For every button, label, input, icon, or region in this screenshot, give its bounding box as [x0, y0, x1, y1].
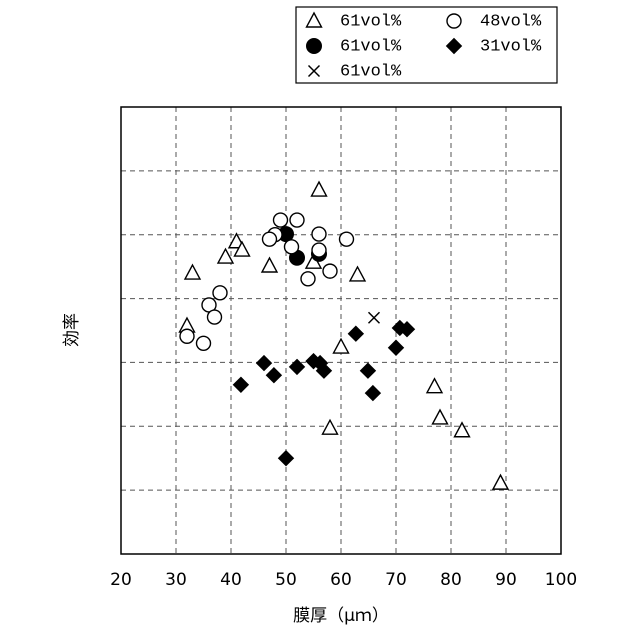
data-point: [263, 232, 277, 246]
data-point: [348, 326, 363, 341]
data-point: [312, 227, 326, 241]
data-point: [257, 356, 272, 371]
x-tick-label: 100: [545, 570, 577, 590]
data-point: [323, 420, 338, 434]
chart: 膜厚（μｍ） 効率 20 30 40 50 60 70 80 90 100 61vol% 61vol…: [0, 0, 640, 640]
data-point: [266, 368, 281, 383]
data-point: [427, 379, 442, 393]
legend-marker: [307, 39, 322, 54]
x-tick-label: 70: [385, 570, 407, 590]
data-point: [455, 423, 470, 437]
data-point: [340, 232, 354, 246]
data-point: [290, 359, 305, 374]
legend-marker: [447, 14, 461, 28]
data-point: [323, 264, 337, 278]
data-point: [233, 377, 248, 392]
data-point: [285, 240, 299, 254]
data-point: [262, 258, 277, 272]
x-tick-label: 60: [330, 570, 352, 590]
x-tick-label: 40: [220, 570, 242, 590]
data-point: [290, 213, 304, 227]
x-tick-label: 50: [275, 570, 297, 590]
x-tick-label: 90: [495, 570, 517, 590]
data-point: [274, 213, 288, 227]
data-point: [301, 272, 315, 286]
y-axis-label: 効率: [62, 313, 82, 347]
data-point: [350, 267, 365, 281]
data-point: [369, 312, 380, 323]
data-point: [312, 182, 327, 196]
legend-label: 48vol%: [480, 12, 542, 31]
legend-label: 61vol%: [340, 37, 402, 56]
page: {"chart_data": {"type": "scatter", "x_la…: [0, 0, 640, 640]
x-tick-label: 30: [165, 570, 187, 590]
data-point: [185, 265, 200, 279]
x-axis-label: 膜厚（μｍ）: [293, 606, 389, 626]
data-point: [279, 451, 294, 466]
legend-label: 61vol%: [340, 12, 402, 31]
x-tick-label: 20: [110, 570, 132, 590]
data-point: [365, 386, 380, 401]
data-point: [208, 310, 222, 324]
data-point: [334, 339, 349, 353]
data-point: [213, 286, 227, 300]
data-point: [180, 329, 194, 343]
x-tick-label: 80: [440, 570, 462, 590]
legend-label: 61vol%: [340, 62, 402, 81]
data-point: [433, 410, 448, 424]
data-point: [389, 340, 404, 355]
data-point: [312, 243, 326, 257]
legend-label: 31vol%: [480, 37, 542, 56]
data-point: [360, 363, 375, 378]
data-point: [197, 336, 211, 350]
